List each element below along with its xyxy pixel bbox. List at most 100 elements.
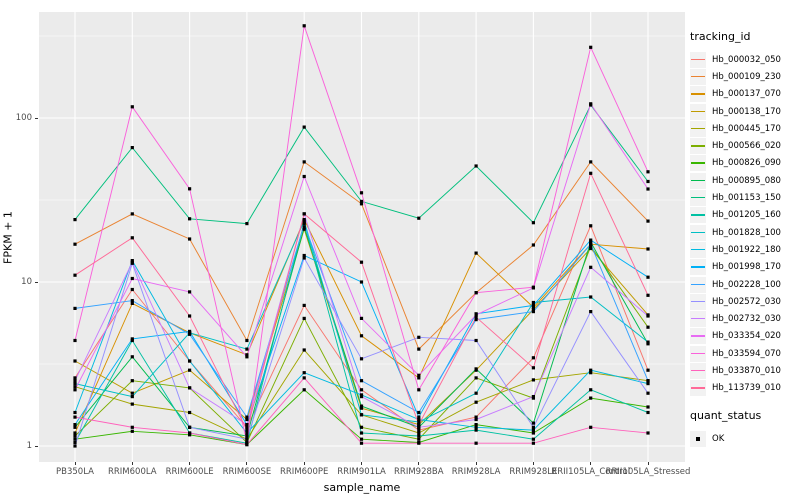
- data-point: [531, 378, 535, 382]
- data-point: [589, 160, 593, 164]
- data-point: [245, 353, 249, 357]
- quant-status-ok-key: [690, 430, 706, 447]
- legend-key: [690, 224, 706, 241]
- data-point: [188, 217, 192, 221]
- data-point: [417, 216, 421, 220]
- data-point: [130, 260, 134, 264]
- legend-key: [690, 120, 706, 137]
- legend-item-label: Hb_113739_010: [712, 383, 781, 394]
- legend-title-tracking-id: tracking_id: [690, 30, 751, 43]
- data-point: [359, 395, 364, 399]
- data-point: [589, 45, 593, 49]
- data-point: [417, 376, 421, 380]
- data-point: [646, 187, 650, 191]
- data-point: [417, 434, 421, 438]
- data-point: [359, 357, 364, 361]
- x-tick-mark: [475, 462, 477, 465]
- legend-item-label: Hb_001205_160: [712, 210, 781, 221]
- data-point: [589, 310, 593, 314]
- legend-key: [690, 293, 706, 310]
- data-point: [359, 334, 364, 338]
- legend-line-swatch: [691, 162, 705, 164]
- data-point: [474, 391, 478, 395]
- legend-line-swatch: [691, 335, 705, 337]
- data-point: [302, 253, 306, 258]
- data-point: [589, 265, 593, 269]
- data-point: [417, 335, 421, 339]
- legend-key: [690, 138, 706, 155]
- legend-key: [690, 362, 706, 379]
- legend-item-Hb_001998_170: Hb_001998_170: [690, 259, 800, 276]
- legend-item-label: Hb_002732_030: [712, 314, 781, 325]
- legend-key: [690, 51, 706, 68]
- legend-items: Hb_000032_050 Hb_000109_230 Hb_000137_070 H…: [690, 51, 800, 397]
- data-point: [646, 170, 650, 174]
- data-point: [646, 368, 650, 372]
- data-point: [130, 379, 134, 383]
- data-point: [589, 242, 593, 246]
- data-point: [474, 315, 478, 319]
- data-point: [130, 287, 134, 292]
- data-point: [359, 441, 364, 445]
- data-point: [531, 366, 535, 370]
- data-point: [531, 305, 535, 309]
- data-point: [188, 359, 192, 363]
- data-point: [302, 174, 306, 179]
- x-tick-mark: [246, 462, 248, 465]
- legend-item-Hb_000895_080: Hb_000895_080: [690, 172, 800, 189]
- data-point: [73, 376, 77, 380]
- data-point: [589, 171, 593, 175]
- legend-item-label: Hb_033594_070: [712, 348, 781, 359]
- data-point: [474, 318, 478, 322]
- legend-line-swatch: [691, 75, 705, 78]
- data-point: [646, 405, 650, 409]
- legend-line-swatch: [691, 93, 705, 95]
- data-point: [531, 303, 535, 307]
- legend-item-label: Hb_033354_020: [712, 331, 781, 342]
- data-point: [417, 420, 421, 424]
- y-tick-label: 100: [15, 112, 32, 123]
- data-point: [73, 382, 77, 386]
- legend-item-Hb_033594_070: Hb_033594_070: [690, 345, 800, 362]
- legend-item-label: Hb_001922_180: [712, 244, 781, 255]
- x-tick-label: RRII105LA_Stressed: [605, 467, 691, 477]
- data-point: [531, 428, 535, 432]
- data-point: [302, 371, 306, 375]
- legend-item-Hb_000445_170: Hb_000445_170: [690, 120, 800, 137]
- data-point: [73, 218, 77, 222]
- data-point: [417, 441, 421, 445]
- legend-line-swatch: [691, 231, 705, 233]
- legend-item-label: Hb_002572_030: [712, 296, 781, 307]
- data-point: [130, 337, 134, 341]
- legend-item-label: Hb_000032_050: [712, 54, 781, 65]
- data-point: [130, 429, 134, 433]
- data-point: [417, 410, 421, 415]
- data-point: [589, 371, 593, 375]
- data-point: [417, 428, 421, 432]
- legend-line-swatch: [691, 145, 705, 147]
- data-point: [188, 431, 192, 435]
- legend-key: [690, 190, 706, 207]
- data-point: [302, 160, 306, 164]
- data-point: [474, 423, 478, 427]
- data-point: [359, 437, 364, 441]
- legend-item-Hb_001828_100: Hb_001828_100: [690, 224, 800, 241]
- data-point: [73, 359, 77, 363]
- legend-item-Hb_000826_090: Hb_000826_090: [690, 155, 800, 172]
- data-point: [188, 329, 192, 333]
- data-point: [531, 310, 535, 314]
- data-point: [417, 431, 421, 435]
- legend-item-label: Hb_001828_100: [712, 227, 781, 238]
- data-point: [130, 391, 134, 395]
- y-tick-label: 10: [21, 276, 32, 287]
- data-point: [73, 434, 77, 438]
- legend-line-swatch: [691, 387, 705, 389]
- data-point: [302, 256, 306, 260]
- legend-key: [690, 155, 706, 172]
- data-point: [589, 295, 593, 299]
- data-point: [302, 316, 306, 320]
- legend-key: [690, 241, 706, 258]
- data-point: [188, 410, 192, 415]
- data-point: [589, 238, 593, 242]
- legend-item-label: Hb_000826_090: [712, 158, 781, 169]
